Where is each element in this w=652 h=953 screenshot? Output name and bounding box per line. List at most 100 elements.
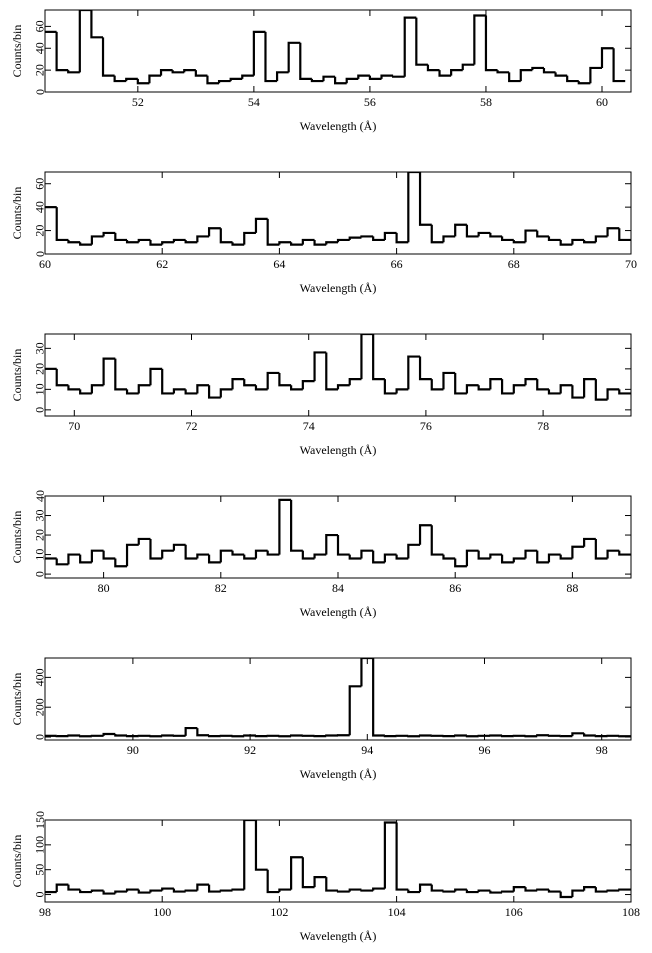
bin-step (325, 352, 338, 391)
bin-step (547, 389, 561, 395)
bin-step (348, 236, 362, 240)
bin-step (484, 15, 498, 72)
y-tick-label: 0 (33, 407, 47, 413)
bin-step (254, 385, 268, 391)
bin-step (90, 889, 104, 893)
bin-step (231, 888, 245, 891)
bin-step (594, 379, 608, 401)
x-axis-label: Wavelength (Å) (300, 929, 377, 943)
bin-step (500, 236, 514, 242)
bin-step (310, 78, 324, 83)
bin-step (90, 235, 104, 245)
bin-step (55, 207, 69, 242)
bin-step (454, 888, 467, 892)
bin-step (196, 728, 210, 737)
bin-step (125, 389, 139, 395)
bin-step (254, 549, 268, 559)
bin-step (531, 66, 544, 71)
bin-step (618, 888, 631, 891)
x-tick-label: 98 (39, 905, 51, 919)
bin-step (589, 66, 602, 84)
bin-step (102, 231, 116, 237)
bin-step (524, 229, 538, 243)
bin-step (90, 549, 104, 563)
bin-step (161, 734, 174, 737)
x-tick-label: 68 (508, 257, 520, 271)
bin-step (254, 217, 268, 233)
bin-step (559, 239, 573, 246)
bin-step (149, 367, 163, 386)
y-axis-label: Counts/bin (10, 835, 24, 888)
panel: 80 82 84 86 88 0 10 20 30 40 Wavelength (Å) Counts/… (10, 490, 632, 619)
bin-step (266, 550, 280, 556)
x-tick-label: 104 (388, 905, 406, 919)
bin-step (594, 235, 608, 243)
bin-step (90, 384, 104, 394)
y-tick-label: 0 (33, 571, 47, 577)
bin-step (383, 379, 397, 395)
bin-step (465, 224, 479, 238)
bin-step (403, 16, 417, 77)
bin-step (547, 734, 561, 737)
x-tick-label: 72 (186, 419, 198, 433)
bin-step (536, 230, 549, 238)
bin-step (183, 69, 196, 73)
bin-step (442, 371, 456, 390)
bin-step (454, 372, 467, 395)
bin-step (102, 890, 116, 895)
bin-step (194, 70, 208, 77)
bin-step (278, 498, 292, 555)
bin-step (114, 734, 128, 737)
x-tick-label: 74 (303, 419, 315, 433)
bin-step (114, 558, 128, 568)
bin-step (477, 231, 491, 237)
bin-step (171, 70, 185, 74)
bin-step (161, 241, 174, 245)
bin-step (278, 372, 292, 387)
x-tick-label: 100 (153, 905, 171, 919)
bin-step (477, 889, 491, 893)
bin-step (606, 549, 620, 559)
y-tick-label: 400 (33, 668, 47, 686)
histogram (45, 172, 631, 246)
bin-step (383, 553, 397, 563)
bin-step (465, 735, 479, 738)
bin-step (594, 735, 608, 738)
y-tick-label: 40 (33, 490, 47, 502)
bin-step (360, 235, 374, 238)
bin-step (266, 869, 280, 894)
bin-step (196, 883, 210, 891)
bin-step (55, 368, 69, 387)
y-tick-label: 30 (33, 510, 47, 522)
y-axis-label: Counts/bin (10, 511, 24, 564)
bin-step (360, 549, 374, 559)
plot-frame (44, 819, 632, 903)
bin-step (383, 821, 397, 889)
bin-step (348, 888, 362, 892)
bin-step (149, 538, 163, 560)
panel: 90 92 94 96 98 0 200 400 Wavelength (Å) Counts/bi… (10, 657, 632, 781)
x-tick-label: 70 (68, 419, 80, 433)
y-tick-label: 0 (33, 89, 47, 95)
x-axis-label: Wavelength (Å) (300, 767, 377, 781)
bin-step (524, 887, 538, 892)
bin-step (360, 334, 374, 380)
x-tick-label: 76 (420, 419, 432, 433)
bin-step (336, 238, 350, 243)
bin-step (149, 239, 163, 246)
plot-frame (44, 171, 632, 255)
bin-step (322, 75, 336, 82)
y-tick-label: 20 (33, 225, 47, 237)
bin-step (415, 17, 428, 66)
bin-step (254, 820, 268, 871)
plot-frame (44, 657, 632, 741)
bin-step (559, 891, 573, 899)
bin-step (55, 883, 69, 893)
bin-step (79, 242, 92, 246)
bin-step (301, 550, 315, 560)
bin-step (473, 14, 486, 65)
x-tick-label: 92 (244, 743, 256, 757)
bin-step (407, 355, 421, 390)
bin-step (90, 10, 104, 39)
bin-step (583, 885, 596, 891)
